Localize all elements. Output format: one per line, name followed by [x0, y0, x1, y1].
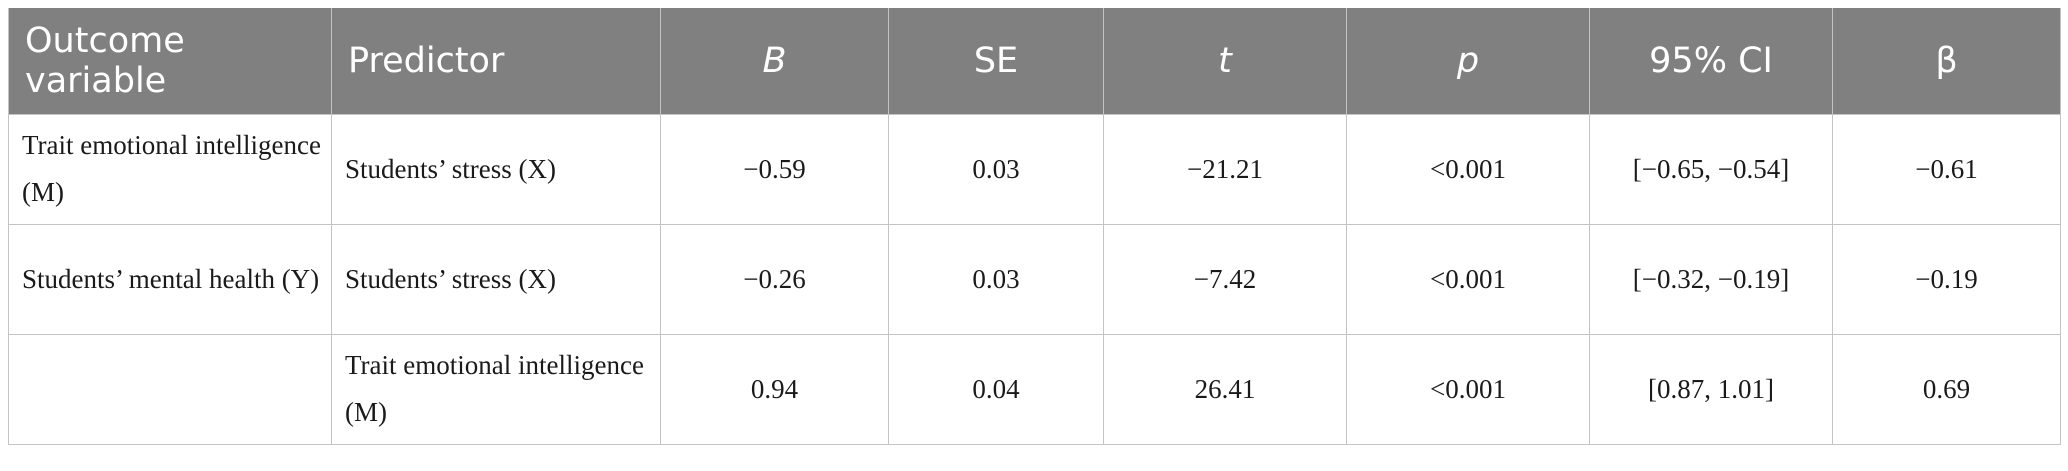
cell-p: <0.001	[1346, 223, 1590, 335]
header-t: t	[1103, 8, 1347, 114]
cell-b: −0.59	[660, 113, 889, 225]
cell-b: −0.26	[660, 223, 889, 335]
header-p-label: p	[1456, 40, 1480, 81]
header-row: Outcome variable Predictor B SE t p 95% …	[8, 8, 2061, 114]
cell-beta: 0.69	[1832, 333, 2061, 445]
header-p: p	[1346, 8, 1590, 114]
regression-table: Outcome variable Predictor B SE t p 95% …	[8, 8, 2061, 445]
header-se: SE	[888, 8, 1104, 114]
cell-outcome	[8, 333, 332, 445]
header-b-label: B	[762, 40, 787, 81]
cell-se: 0.04	[888, 333, 1104, 445]
cell-p: <0.001	[1346, 113, 1590, 225]
header-beta: β	[1832, 8, 2061, 114]
cell-b: 0.94	[660, 333, 889, 445]
cell-ci: [−0.32, −0.19]	[1589, 223, 1833, 335]
header-outcome-variable: Outcome variable	[8, 8, 332, 114]
header-ci: 95% CI	[1589, 8, 1833, 114]
cell-t: 26.41	[1103, 333, 1347, 445]
cell-predictor: Students’ stress (X)	[331, 113, 661, 225]
cell-beta: −0.19	[1832, 223, 2061, 335]
header-predictor: Predictor	[331, 8, 661, 114]
regression-table-container: Outcome variable Predictor B SE t p 95% …	[8, 8, 2061, 445]
cell-outcome: Students’ mental health (Y)	[8, 223, 332, 335]
cell-se: 0.03	[888, 113, 1104, 225]
table-row: Trait emotional intelligence (M) Student…	[8, 113, 2061, 225]
cell-p: <0.001	[1346, 333, 1590, 445]
cell-ci: [−0.65, −0.54]	[1589, 113, 1833, 225]
header-t-label: t	[1218, 40, 1232, 81]
cell-ci: [0.87, 1.01]	[1589, 333, 1833, 445]
header-b: B	[660, 8, 889, 114]
cell-beta: −0.61	[1832, 113, 2061, 225]
cell-se: 0.03	[888, 223, 1104, 335]
table-row: Trait emotional intelligence (M) 0.94 0.…	[8, 333, 2061, 445]
table-row: Students’ mental health (Y) Students’ st…	[8, 223, 2061, 335]
table-header: Outcome variable Predictor B SE t p 95% …	[8, 8, 2061, 114]
table-body: Trait emotional intelligence (M) Student…	[8, 113, 2061, 445]
cell-t: −21.21	[1103, 113, 1347, 225]
cell-t: −7.42	[1103, 223, 1347, 335]
cell-predictor: Students’ stress (X)	[331, 223, 661, 335]
cell-outcome: Trait emotional intelligence (M)	[8, 113, 332, 225]
cell-predictor: Trait emotional intelligence (M)	[331, 333, 661, 445]
